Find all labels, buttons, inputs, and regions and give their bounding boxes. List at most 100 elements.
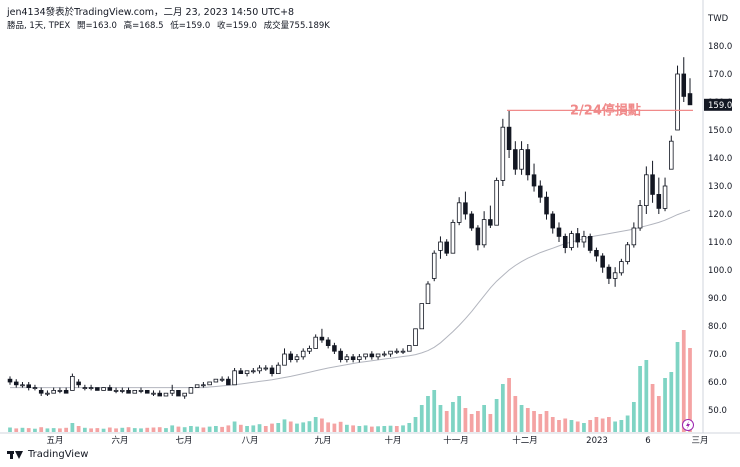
candle [513, 141, 518, 175]
candle-body [488, 219, 493, 226]
candle-body [650, 174, 655, 195]
candle [444, 239, 449, 256]
candle [244, 370, 250, 377]
candle [213, 378, 219, 383]
x-tick-label: 十二月 [512, 435, 538, 446]
y-tick-label: 120.0 [708, 210, 732, 220]
volume-bar [126, 427, 131, 432]
candle [681, 57, 687, 102]
volume-bar [363, 425, 368, 432]
candle [219, 376, 225, 382]
volume-bar [631, 402, 636, 432]
candle [232, 368, 237, 386]
x-tick-label: 九月 [314, 436, 331, 446]
candle-body [631, 227, 637, 246]
candle [294, 354, 300, 363]
candle-body [213, 378, 219, 383]
candle [70, 373, 75, 391]
volume-layer [8, 330, 692, 432]
candle-body [257, 367, 262, 372]
volume-bar [638, 366, 642, 432]
volume-bar [295, 423, 299, 432]
symbol-label[interactable]: 勝品, 1天, TPEX [7, 21, 71, 31]
candle [612, 267, 618, 287]
candle [151, 390, 156, 396]
candle-body [188, 387, 194, 394]
volume-bar [45, 428, 50, 432]
volume-bar [432, 390, 437, 432]
volume-bar [64, 427, 69, 432]
volume-bar [182, 427, 187, 432]
candle [188, 387, 194, 394]
candle [144, 389, 150, 394]
candle-body [13, 381, 19, 386]
candle [625, 242, 630, 265]
candle [132, 389, 138, 394]
candle [95, 387, 100, 391]
candle-body [20, 384, 25, 387]
candle [619, 258, 624, 276]
candle-body [369, 353, 375, 358]
volume-bar [532, 411, 536, 432]
candle-body [382, 353, 387, 356]
candle-body [606, 266, 612, 279]
candle [438, 236, 443, 259]
y-tick-label: 60.0 [708, 378, 727, 388]
volume-bar [164, 428, 168, 432]
volume-bar [95, 428, 100, 432]
candle-body [219, 378, 225, 381]
volume-bar [669, 372, 674, 432]
volume-bar [525, 408, 530, 432]
volume-bar [588, 420, 593, 432]
tradingview-logo-icon [7, 450, 23, 460]
candle-body [26, 384, 31, 388]
candle [275, 362, 281, 375]
symbol-ohlc-row: 勝品, 1天, TPEX 開=163.0 高=168.5 低=159.0 收=1… [7, 19, 334, 31]
y-tick-label: 90.0 [708, 294, 727, 304]
candle [176, 389, 181, 397]
volume-bar [351, 425, 355, 432]
candle-body [45, 392, 50, 395]
footer-brand[interactable]: TradingView [7, 449, 88, 460]
candle [113, 387, 119, 394]
candle [51, 387, 56, 394]
volume-bar [407, 423, 412, 432]
volume-bar [8, 427, 12, 432]
volume-bar [101, 428, 106, 432]
volume-bar [232, 421, 237, 432]
candle [26, 382, 31, 391]
candle [263, 365, 269, 371]
volume-bar [426, 396, 430, 432]
candle [506, 110, 512, 158]
candle-body [394, 350, 400, 353]
candle-body [444, 241, 449, 254]
candle [556, 222, 562, 242]
candle [400, 348, 406, 354]
candle [76, 379, 81, 388]
volume-bar [33, 428, 37, 432]
volume-bar [507, 378, 511, 432]
candle [194, 384, 200, 388]
candle-body [120, 389, 125, 392]
candle-body [7, 378, 13, 383]
volume-bar [307, 421, 312, 432]
volume-bar [376, 426, 380, 432]
volume-bar [89, 428, 93, 432]
volume-bar [663, 378, 667, 432]
candle-body [375, 353, 381, 358]
volume-bar [575, 421, 580, 432]
candle-body [144, 389, 150, 394]
candle [456, 197, 462, 226]
candle [57, 387, 63, 394]
candle [594, 247, 599, 262]
volume-bar [220, 426, 224, 432]
volume-bar [51, 428, 56, 432]
candle-body [656, 193, 662, 209]
candle-body [282, 353, 287, 366]
candle [475, 225, 481, 251]
candle-body [163, 392, 169, 397]
volume-bar [675, 342, 680, 432]
candle [631, 222, 637, 248]
